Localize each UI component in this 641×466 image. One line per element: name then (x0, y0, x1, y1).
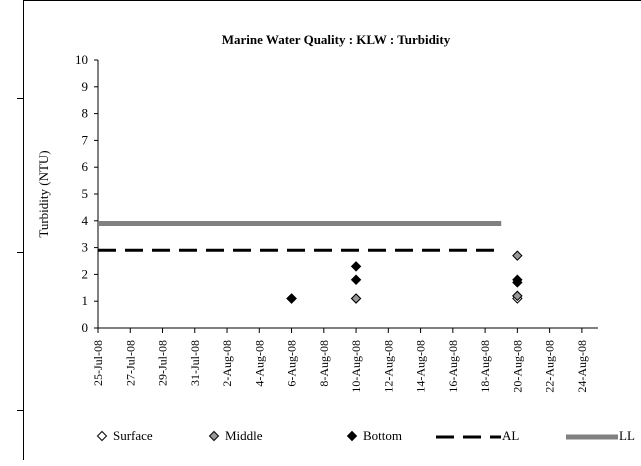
y-tick-label: 4 (82, 213, 89, 228)
x-tick-label: 25-Jul-08 (91, 340, 105, 386)
legend-label-surface: Surface (113, 428, 153, 443)
legend-label-ll: LL (619, 428, 635, 443)
chart-frame: Marine Water Quality : KLW : Turbidity T… (23, 0, 641, 460)
legend-label-middle: Middle (225, 428, 263, 443)
legend-label-al: AL (502, 428, 519, 443)
y-tick-label: 10 (75, 52, 88, 67)
legend-marker-surface (96, 430, 108, 442)
point-middle (512, 290, 523, 302)
axes: 0 1 2 3 4 5 6 7 8 9 10 25-Jul-08 27-Jul-08 29-Jul-08 3… (75, 52, 598, 393)
y-tick-label: 3 (82, 240, 89, 255)
y-tick-label: 8 (82, 106, 89, 121)
point-middle (512, 250, 523, 261)
x-tick-label: 18-Aug-08 (478, 340, 492, 393)
legend: Surface Middle Bottom AL LL (96, 428, 635, 443)
y-tick-label: 9 (82, 79, 89, 94)
chart-title: Marine Water Quality : KLW : Turbidity (222, 32, 451, 47)
turbidity-chart: Marine Water Quality : KLW : Turbidity T… (36, 32, 635, 443)
x-tick-label: 6-Aug-08 (285, 340, 299, 387)
reference-lines (98, 220, 502, 252)
y-tick-label: 1 (82, 293, 89, 308)
data-points (286, 250, 523, 304)
x-tick-label: 24-Aug-08 (575, 340, 589, 393)
x-tick-label: 16-Aug-08 (446, 340, 460, 393)
point-bottom (512, 274, 523, 285)
y-tick-label: 0 (82, 320, 89, 335)
margin-tick (17, 410, 23, 411)
x-tick-label: 22-Aug-08 (543, 340, 557, 393)
point-middle (350, 293, 362, 304)
x-tick-label: 20-Aug-08 (510, 340, 524, 393)
x-tick-label: 29-Jul-08 (156, 340, 170, 386)
margin-tick (17, 252, 23, 253)
x-tick-label: 12-Aug-08 (381, 340, 395, 393)
legend-marker-middle (208, 430, 220, 442)
y-tick-label: 6 (82, 159, 89, 174)
point-bottom (350, 261, 362, 272)
x-tick-label: 8-Aug-08 (317, 340, 331, 387)
margin-tick (17, 98, 23, 99)
legend-label-bottom: Bottom (363, 428, 402, 443)
legend-marker-bottom (346, 430, 358, 442)
x-tick-label: 10-Aug-08 (349, 340, 363, 393)
point-bottom (286, 293, 297, 304)
y-tick-label: 5 (82, 186, 89, 201)
y-axis-label: Turbidity (NTU) (36, 150, 51, 237)
y-tick-label: 2 (82, 266, 89, 281)
x-tick-label: 27-Jul-08 (123, 340, 137, 386)
point-bottom (350, 274, 362, 285)
x-tick-label: 14-Aug-08 (414, 340, 428, 393)
x-tick-label: 31-Jul-08 (188, 340, 202, 386)
left-margin (0, 0, 23, 460)
y-tick-label: 7 (82, 132, 89, 147)
x-tick-label: 2-Aug-08 (220, 340, 234, 387)
x-tick-label: 4-Aug-08 (252, 340, 266, 387)
